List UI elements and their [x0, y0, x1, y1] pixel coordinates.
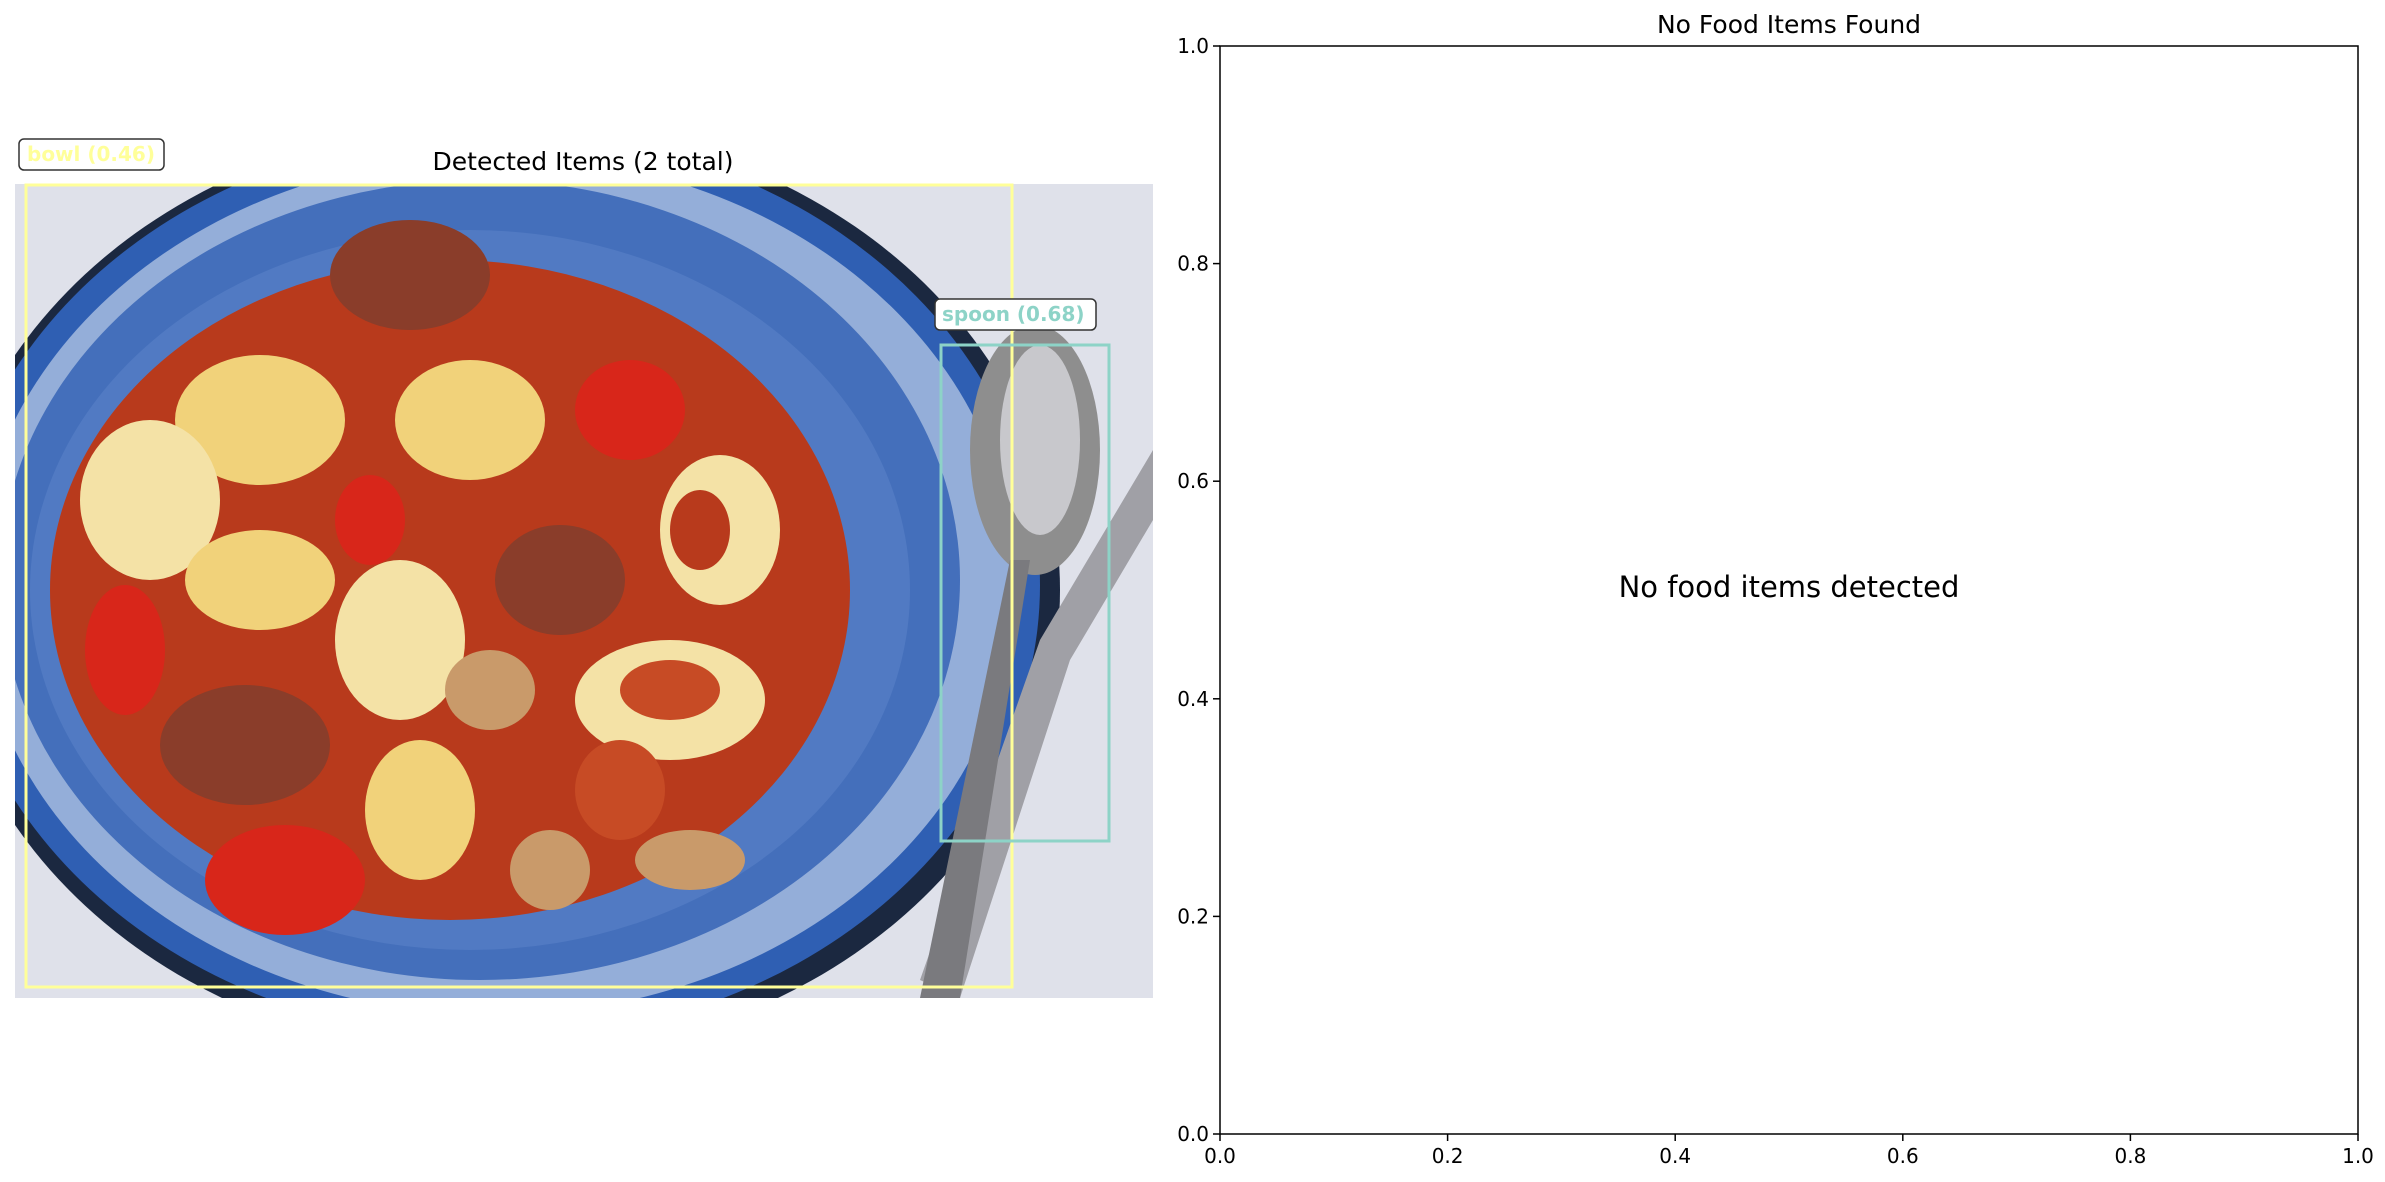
y-axis-ticks: 0.0 0.2 0.4 0.6 0.8 1.0 — [1177, 34, 1220, 1146]
x-axis-ticks: 0.0 0.2 0.4 0.6 0.8 1.0 — [1204, 1134, 2374, 1168]
pepper — [575, 360, 685, 460]
x-tick-label: 0.0 — [1204, 1144, 1236, 1168]
y-tick-label: 0.2 — [1177, 904, 1209, 928]
bowl-label: bowl (0.46) — [27, 142, 155, 166]
x-tick-label: 0.6 — [1887, 1144, 1919, 1168]
spoon-bounding-box — [939, 343, 1111, 843]
spoon-label: spoon (0.68) — [942, 302, 1085, 326]
y-tick-label: 0.0 — [1177, 1122, 1209, 1146]
x-tick-label: 0.2 — [1432, 1144, 1464, 1168]
y-tick-label: 0.6 — [1177, 469, 1209, 493]
detection-spoon: spoon (0.68) — [934, 298, 1111, 843]
spoon-label-box — [934, 298, 1097, 331]
x-tick-label: 0.4 — [1659, 1144, 1691, 1168]
pasta — [175, 355, 345, 485]
y-tick-label: 0.4 — [1177, 687, 1209, 711]
detection-bowl: bowl (0.46) — [18, 138, 1014, 989]
bowl-bounding-box — [24, 183, 1014, 989]
left-panel-title: Detected Items (2 total) — [433, 147, 734, 176]
right-panel-title: No Food Items Found — [1657, 10, 1921, 39]
x-tick-label: 0.8 — [2114, 1144, 2146, 1168]
y-tick-label: 1.0 — [1177, 34, 1209, 58]
y-tick-label: 0.8 — [1177, 252, 1209, 276]
food-photo — [15, 184, 1153, 998]
x-tick-label: 1.0 — [2342, 1144, 2374, 1168]
no-items-message: No food items detected — [1619, 570, 1960, 604]
mushroom — [445, 650, 535, 730]
meat — [330, 220, 490, 330]
plot-area — [1219, 45, 2359, 1135]
bowl-label-box — [18, 138, 165, 171]
